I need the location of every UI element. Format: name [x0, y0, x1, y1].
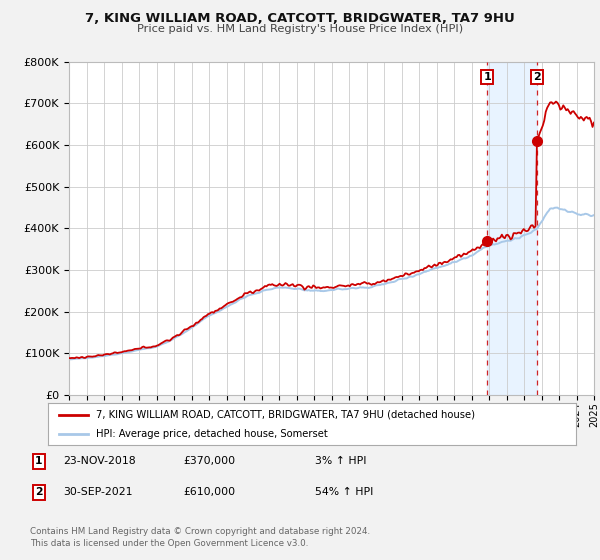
Text: Contains HM Land Registry data © Crown copyright and database right 2024.
This d: Contains HM Land Registry data © Crown c…: [30, 527, 370, 548]
Text: £610,000: £610,000: [183, 487, 235, 497]
Text: 1: 1: [35, 456, 43, 466]
Text: 23-NOV-2018: 23-NOV-2018: [63, 456, 136, 466]
Text: 3% ↑ HPI: 3% ↑ HPI: [315, 456, 367, 466]
Text: 2: 2: [533, 72, 541, 82]
Text: 30-SEP-2021: 30-SEP-2021: [63, 487, 133, 497]
Text: 7, KING WILLIAM ROAD, CATCOTT, BRIDGWATER, TA7 9HU (detached house): 7, KING WILLIAM ROAD, CATCOTT, BRIDGWATE…: [95, 409, 475, 419]
Text: 54% ↑ HPI: 54% ↑ HPI: [315, 487, 373, 497]
Text: 1: 1: [484, 72, 491, 82]
Text: HPI: Average price, detached house, Somerset: HPI: Average price, detached house, Some…: [95, 429, 327, 439]
Bar: [487, 62, 537, 395]
Text: 7, KING WILLIAM ROAD, CATCOTT, BRIDGWATER, TA7 9HU: 7, KING WILLIAM ROAD, CATCOTT, BRIDGWATE…: [85, 12, 515, 25]
Text: £370,000: £370,000: [183, 456, 235, 466]
Text: Price paid vs. HM Land Registry's House Price Index (HPI): Price paid vs. HM Land Registry's House …: [137, 24, 463, 34]
Text: 2: 2: [35, 487, 43, 497]
